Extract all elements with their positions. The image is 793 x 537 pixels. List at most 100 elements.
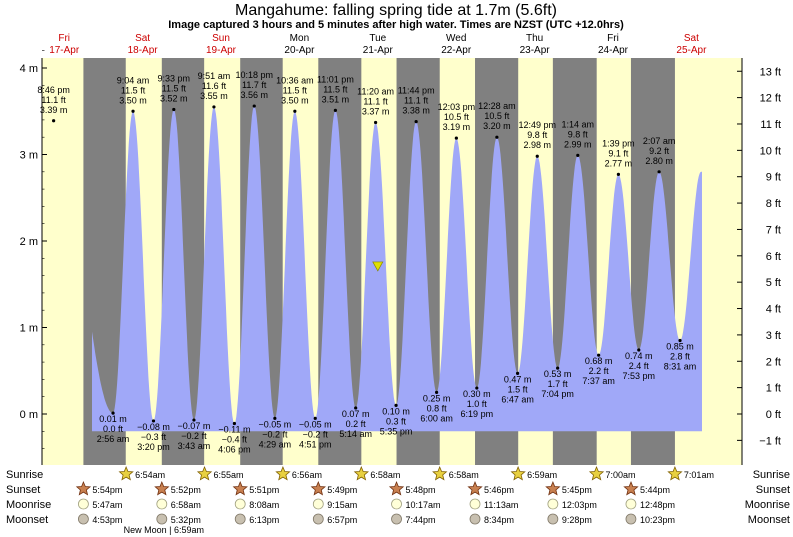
moonset-time: 5:32pm <box>171 515 201 525</box>
high-tide-time: 1:39 pm <box>602 138 635 148</box>
sunrise-icon <box>118 465 134 481</box>
high-tide-point <box>495 135 499 139</box>
low-tide-point <box>151 419 156 423</box>
y-tick-label-m: 1 m <box>20 323 38 335</box>
low-tide-time: 7:53 pm <box>623 371 656 381</box>
day-date-label: 25-Apr <box>676 45 707 56</box>
low-tide-meters: −0.08 m <box>137 422 170 432</box>
sunset-icon <box>75 480 92 496</box>
sunrise-time: 7:00am <box>606 470 636 480</box>
low-tide-point <box>435 390 439 394</box>
low-tide-time: 4:06 pm <box>218 445 251 455</box>
low-tide-feet: 0.0 ft <box>103 424 124 434</box>
low-tide-point <box>273 416 277 420</box>
high-tide-time: 2:07 am <box>643 136 676 146</box>
low-tide-time: 6:47 am <box>501 394 534 404</box>
sunrise-icon <box>275 465 291 481</box>
low-tide-feet: −0.2 ft <box>181 431 207 441</box>
low-tide-meters: 0.01 m <box>99 414 127 424</box>
low-tide-point <box>111 411 115 415</box>
high-tide-meters: 3.56 m <box>240 90 268 100</box>
high-tide-time: 12:03 pm <box>438 102 476 112</box>
low-tide-point <box>394 403 398 407</box>
sunrise-icon <box>667 465 683 481</box>
moonset-icon <box>625 513 637 525</box>
moonset-icon <box>391 513 402 525</box>
high-tide-feet: 11.5 ft <box>323 84 348 94</box>
moonrise-icon <box>234 498 246 510</box>
low-tide-feet: −0.2 ft <box>303 429 329 439</box>
low-tide-point <box>192 418 196 422</box>
moonrise-icon <box>156 498 168 510</box>
sunrise-time: 6:56am <box>292 470 322 480</box>
high-tide-point <box>293 109 297 113</box>
high-tide-feet: 10.5 ft <box>444 112 470 122</box>
day-weekday-label: Thu <box>526 33 543 44</box>
low-tide-feet: 1.7 ft <box>548 379 569 389</box>
sunset-icon <box>154 480 170 496</box>
high-tide-meters: 3.38 m <box>402 106 430 116</box>
low-tide-feet: −0.2 ft <box>262 429 288 439</box>
high-tide-point <box>576 153 580 157</box>
tide-area <box>92 106 702 432</box>
low-tide-meters: 0.25 m <box>423 393 451 403</box>
high-tide-meters: 3.55 m <box>200 91 228 101</box>
moonrise-icon <box>78 498 89 510</box>
y-tick-label-ft: 2 ft <box>766 356 781 368</box>
day-date-label: 20-Apr <box>284 45 315 56</box>
high-tide-point <box>131 109 135 113</box>
high-tide-meters: 3.50 m <box>281 95 309 105</box>
high-tide-meters: 2.80 m <box>645 156 673 166</box>
moonrise-time: 12:48pm <box>640 500 675 510</box>
low-tide-feet: −0.3 ft <box>141 432 167 442</box>
high-tide-time: 11:20 am <box>357 86 394 96</box>
low-tide-meters: −0.11 m <box>218 425 250 435</box>
moonset-time: 6:13pm <box>249 515 279 525</box>
low-tide-time: 6:00 am <box>420 413 453 423</box>
now-marker <box>372 261 384 272</box>
high-tide-time: 11:01 pm <box>317 74 354 84</box>
sunset-row-label-left: Sunset <box>6 484 40 496</box>
high-tide-meters: 2.98 m <box>524 140 552 150</box>
high-tide-feet: 11.1 ft <box>41 95 66 105</box>
moonrise-row-label-left: Moonrise <box>6 499 51 511</box>
sun-moon-table: Sunrise Sunrise 6:54am 6:55am 6:56am 6:58am 6:… <box>6 465 790 535</box>
high-tide-time: 1:14 am <box>562 119 595 129</box>
low-tide-time: 7:04 pm <box>541 389 574 399</box>
sunset-time: 5:51pm <box>249 485 279 495</box>
sunset-row-label-right: Sunset <box>756 484 790 496</box>
day-weekday-label: Fri <box>58 33 70 44</box>
day-weekday-label: Sat <box>135 33 150 44</box>
low-tide-point <box>313 416 317 420</box>
moonset-icon <box>234 513 246 525</box>
sunset-icon <box>232 480 248 496</box>
moonset-time: 6:57pm <box>327 515 357 525</box>
sunset-time: 5:45pm <box>562 485 592 495</box>
low-tide-time: 4:51 pm <box>299 439 332 449</box>
moonset-icon <box>469 513 481 525</box>
day-weekday-label: Fri <box>607 33 619 44</box>
moonrise-icon <box>547 498 559 510</box>
sunset-icon <box>545 480 561 496</box>
high-tide-point <box>657 170 661 174</box>
chart-subtitle: Image captured 3 hours and 5 minutes aft… <box>168 19 624 31</box>
moonset-time: 10:23pm <box>640 515 675 525</box>
moonrise-time: 12:03pm <box>562 500 597 510</box>
low-tide-meters: 0.85 m <box>666 341 694 351</box>
high-tide-time: 9:33 pm <box>158 74 191 84</box>
sunrise-time: 7:01am <box>684 470 714 480</box>
day-date-label: 21-Apr <box>363 45 394 56</box>
high-tide-point <box>414 120 418 124</box>
high-tide-time: 9:04 am <box>117 75 150 85</box>
low-tide-point <box>597 353 601 357</box>
sunrise-icon <box>510 465 526 481</box>
sunrise-time: 6:58am <box>449 470 479 480</box>
high-tide-feet: 9.8 ft <box>527 130 548 140</box>
sunset-icon <box>623 480 639 496</box>
sunset-icon <box>467 480 483 496</box>
low-tide-point <box>678 338 682 343</box>
low-tide-point <box>637 348 641 352</box>
day-weekday-label: Mon <box>290 33 309 44</box>
